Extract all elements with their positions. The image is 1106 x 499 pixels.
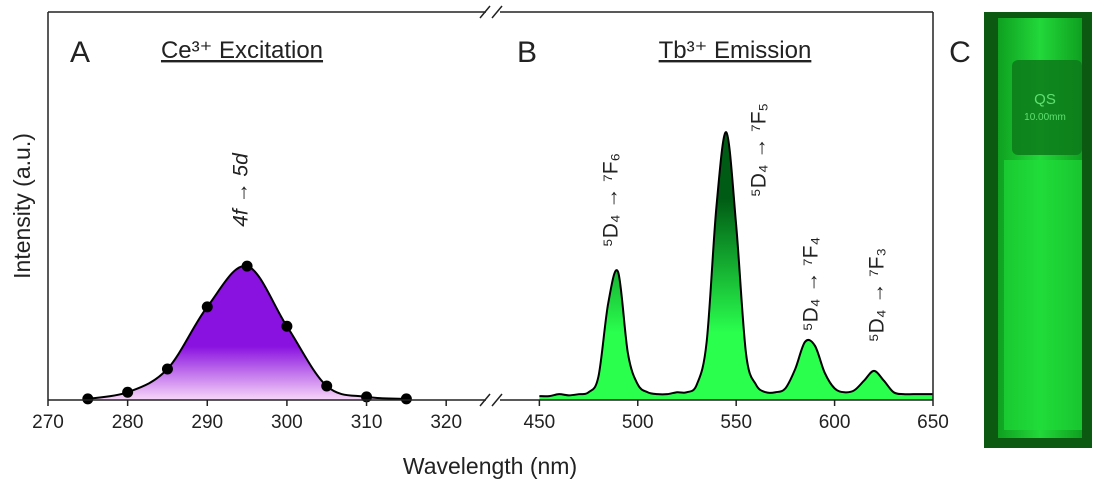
x-tick-label: 280 [112,412,144,433]
data-point [161,363,173,375]
annotation: ⁵D₄ → ⁷F₃ [866,248,889,342]
x-axis-label: Wavelength (nm) [403,453,577,479]
annotation: ⁵D₄ → ⁷F₆ [600,153,623,247]
data-point [281,320,293,332]
x-tick-label: 320 [430,412,462,433]
annotation: ⁵D₄ → ⁷F₄ [800,237,823,331]
data-point [122,386,134,398]
data-point [321,380,333,392]
x-tick-label: 310 [351,412,383,433]
line [539,131,933,398]
cuvette-liquid [1004,160,1082,430]
y-axis-label: Intensity (a.u.) [9,133,35,279]
data-point [82,393,94,405]
area-fill [87,265,407,400]
data-point [400,393,412,405]
x-tick-label: 650 [917,412,949,433]
data-point [241,260,253,272]
panel-label: A [70,36,90,69]
x-tick-label: 450 [524,412,556,433]
annotation: 4f → 5d [230,152,253,227]
x-tick-label: 300 [271,412,303,433]
annotation: ⁵D₄ → ⁷F₅ [748,103,771,197]
x-tick-label: 290 [191,412,223,433]
panel-label: B [517,36,537,69]
chart-title: Tb³⁺ Emission [659,37,812,64]
axis-break [479,5,503,407]
photo-text: QS [1034,91,1056,108]
x-tick-label: 600 [819,412,851,433]
data-point [201,301,213,313]
x-tick-label: 270 [32,412,64,433]
cuvette-window [1012,60,1082,155]
panel-label: C [949,36,971,69]
area-fill [539,132,933,400]
x-tick-label: 500 [622,412,654,433]
photo-text: 10.00mm [1024,112,1066,123]
chart-title: Ce³⁺ Excitation [161,37,323,64]
x-tick-label: 550 [720,412,752,433]
